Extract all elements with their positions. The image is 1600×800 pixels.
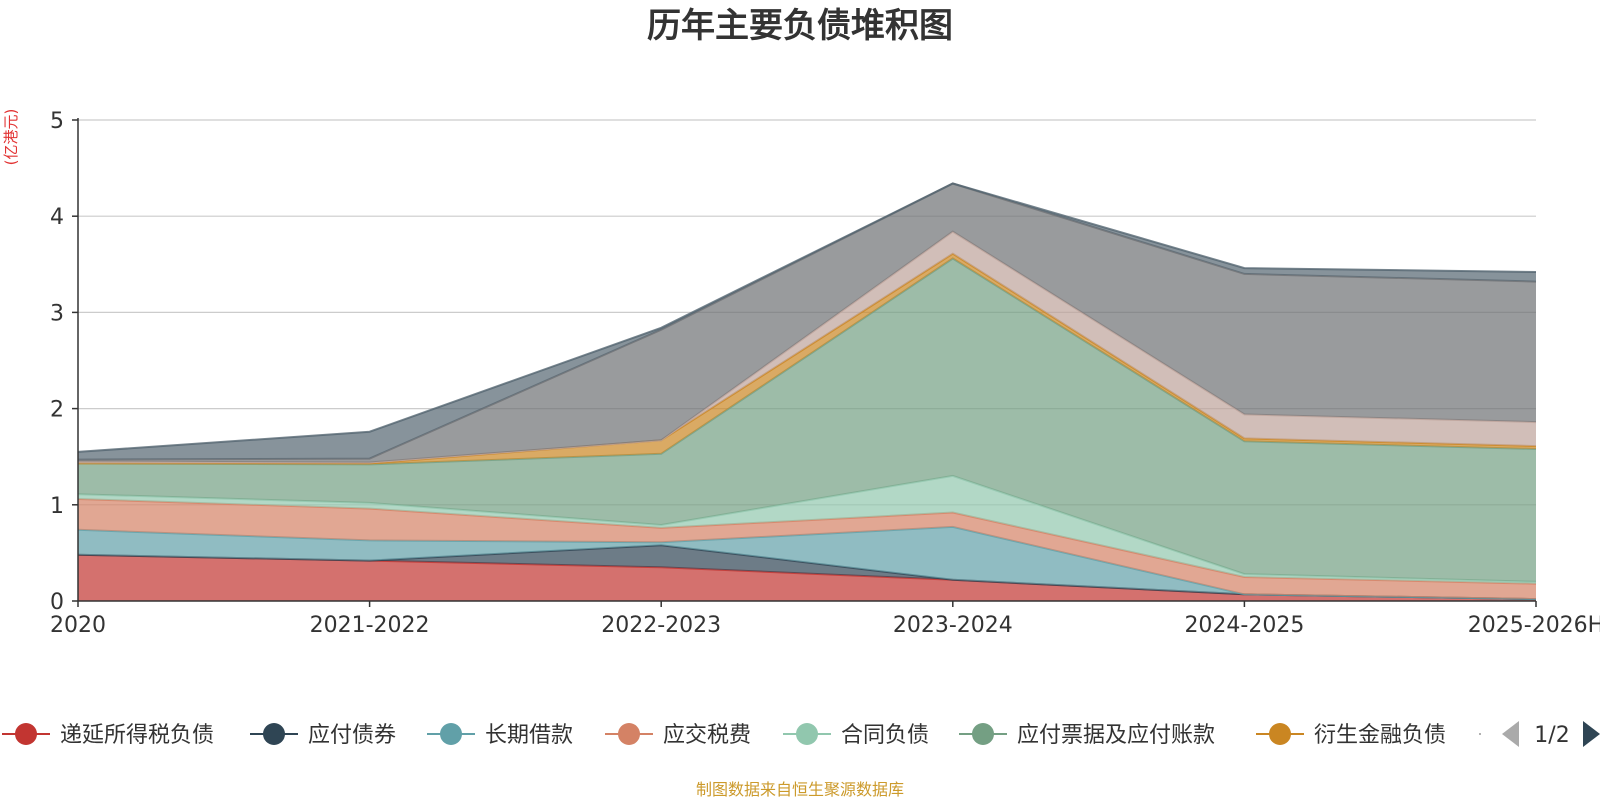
legend-item-6[interactable]: 衍生金融负债 [1256, 723, 1446, 748]
area-series-5 [78, 258, 1536, 582]
x-tick-label-3: 2023-2024 [893, 613, 1013, 638]
chart-title: 历年主要负债堆积图 [647, 6, 953, 46]
triangle-right-icon[interactable] [1583, 721, 1600, 747]
x-tick-label-1: 2021-2022 [310, 613, 430, 638]
legend-label-2: 长期借款 [485, 723, 573, 748]
x-tick-label-2: 2022-2023 [601, 613, 721, 638]
legend-item-2[interactable]: 长期借款 [427, 723, 573, 748]
y-tick-label-5: 5 [50, 109, 64, 134]
triangle-left-icon[interactable] [1502, 721, 1519, 747]
legend-label-5: 应付票据及应付账款 [1017, 723, 1215, 748]
axes: 0 1 2 3 4 5 2020 2021-2022 2022-2023 2023-2024 202… [50, 109, 1600, 638]
legend-label-3: 应交税费 [663, 723, 751, 748]
area-series-1 [78, 545, 1536, 600]
legend-label-4: 合同负债 [841, 723, 929, 748]
y-tick-label-1: 1 [50, 494, 64, 519]
legend-item-4[interactable]: 合同负债 [783, 723, 929, 748]
y-tick-label-4: 4 [50, 205, 64, 230]
legend-marker-3 [618, 723, 640, 745]
area-series-2 [78, 526, 1536, 600]
legend-marker-6 [1269, 723, 1291, 745]
legend-marker-4 [796, 723, 818, 745]
legend-label-1: 应付债券 [308, 723, 396, 748]
legend-overflow-dot [1479, 733, 1481, 735]
legend-marker-2 [440, 723, 462, 745]
area-line-series-4 [77, 474, 1537, 583]
legend-item-0[interactable]: 递延所得税负债 [2, 723, 214, 748]
area-series-0 [78, 554, 1536, 601]
x-tick-label-5: 2025-2026H [1468, 613, 1600, 638]
x-tick-label-4: 2024-2025 [1184, 613, 1304, 638]
legend-marker-1 [263, 723, 285, 745]
y-tick-label-0: 0 [50, 590, 64, 615]
x-tick-label-0: 2020 [50, 613, 106, 638]
legend-label-0: 递延所得税负债 [60, 723, 214, 748]
legend-marker-5 [972, 723, 994, 745]
stacked-areas [77, 182, 1537, 601]
legend-item-3[interactable]: 应交税费 [605, 723, 751, 748]
y-tick-label-2: 2 [50, 398, 64, 423]
legend[interactable]: 递延所得税负债 应付债券 长期借款 应交税费 合同负债 应付票据及应付账款 衍生金融负债 1/… [2, 721, 1600, 748]
area-line-series-9 [77, 182, 1537, 453]
legend-item-1[interactable]: 应付债券 [250, 723, 396, 748]
legend-page-indicator: 1/2 [1534, 723, 1569, 748]
y-axis-unit-label: (亿港元) [2, 109, 20, 166]
source-note: 制图数据来自恒生聚源数据库 [696, 780, 904, 799]
area-series-8 [78, 183, 1536, 463]
area-series-6 [78, 253, 1536, 465]
area-series-3 [78, 499, 1536, 600]
legend-marker-0 [15, 723, 37, 745]
legend-label-6: 衍生金融负债 [1314, 723, 1446, 748]
area-series-4 [78, 475, 1536, 584]
legend-item-5[interactable]: 应付票据及应付账款 [959, 723, 1215, 748]
y-tick-label-3: 3 [50, 301, 64, 326]
area-series-7 [78, 231, 1536, 464]
